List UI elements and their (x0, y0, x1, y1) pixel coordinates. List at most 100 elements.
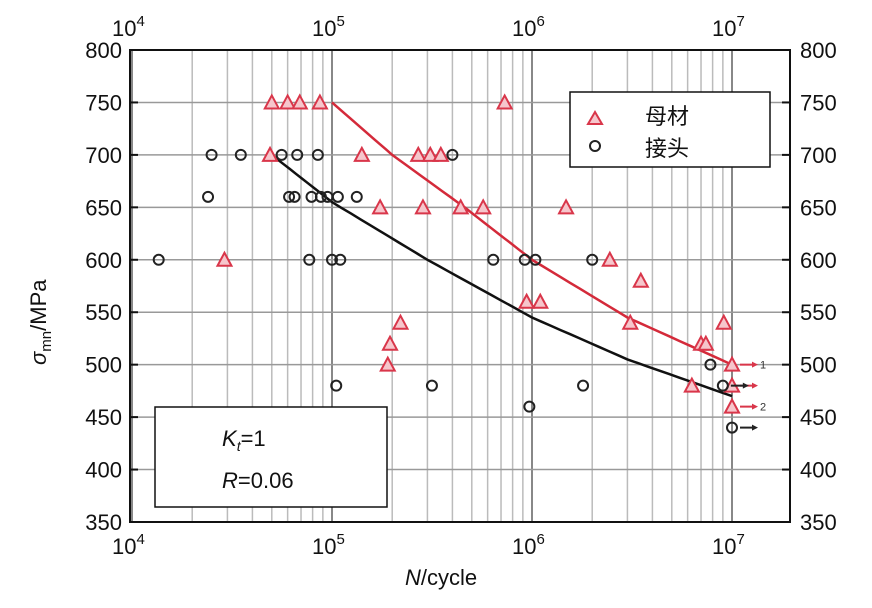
runout-point-joint (726, 421, 738, 434)
y-tick-label-right: 450 (800, 405, 837, 430)
legend-circle-marker (589, 140, 601, 152)
point-joint (704, 358, 717, 371)
point-joint (303, 253, 316, 266)
y-tick-label-left: 600 (85, 248, 122, 273)
point-base (379, 355, 397, 372)
point-base (621, 313, 639, 330)
x-tick-label-bottom: 107 (712, 531, 745, 559)
point-base (715, 313, 733, 330)
legend-box (569, 91, 771, 168)
y-tick-label-left: 650 (85, 195, 122, 220)
y-tick-label-left: 750 (85, 90, 122, 115)
x-tick-label-top: 107 (712, 13, 745, 41)
runout-point-base (723, 355, 741, 372)
point-joint (446, 148, 459, 161)
point-base (261, 145, 279, 162)
annotation-box: Kt=1 R=0.06 (154, 406, 388, 508)
y-tick-label-right: 550 (800, 300, 837, 325)
point-base (474, 198, 492, 215)
point-joint (314, 190, 327, 203)
point-joint (529, 253, 542, 266)
point-base (432, 145, 450, 162)
fit-curves (271, 101, 733, 398)
data-points: 12 (152, 93, 766, 434)
y-tick-label-right: 650 (800, 195, 837, 220)
point-base (291, 93, 309, 110)
point-base (421, 145, 439, 162)
runout-arrowhead (752, 382, 758, 389)
y-tick-label-left: 700 (85, 143, 122, 168)
plot-frame (129, 49, 791, 523)
y-axis-label: σmn/MPa (26, 279, 55, 365)
point-base (414, 198, 432, 215)
runout-arrowhead (752, 403, 758, 410)
fit-curve-joint (271, 153, 733, 398)
point-joint (202, 190, 215, 203)
runout-arrowhead (742, 382, 749, 389)
point-joint (205, 148, 218, 161)
y-tick-label-right: 750 (800, 90, 837, 115)
x-axis-label: N/cycle (405, 565, 477, 590)
point-joint (275, 148, 288, 161)
y-tick-label-left: 800 (85, 38, 122, 63)
y-tick-label-left: 450 (85, 405, 122, 430)
point-joint (331, 190, 344, 203)
kt-label: Kt=1 (222, 426, 266, 454)
point-base (452, 198, 470, 215)
runout-label: 2 (760, 402, 766, 414)
x-tick-label-bottom: 104 (112, 531, 145, 559)
y-tick-label-left: 350 (85, 510, 122, 535)
point-joint (334, 253, 347, 266)
point-base (495, 93, 514, 110)
point-joint (577, 379, 590, 392)
point-base (531, 292, 549, 309)
legend-label-base: 母材 (645, 104, 689, 129)
y-tick-label-right: 500 (800, 353, 837, 378)
x-tick-label-top: 105 (312, 13, 345, 41)
r-label: R=0.06 (222, 468, 294, 493)
point-base (215, 250, 234, 267)
point-joint (311, 148, 324, 161)
legend-label-joint: 接头 (645, 136, 689, 161)
point-base (263, 93, 281, 110)
point-base (517, 292, 536, 309)
y-tick-label-right: 600 (800, 248, 837, 273)
axis-ticks: 350 350 400 400 450 450 500 500 550 550 600 600 650 6… (85, 13, 836, 559)
x-tick-label-top: 104 (112, 13, 145, 41)
point-base (697, 334, 715, 351)
x-tick-label-bottom: 106 (512, 531, 545, 559)
point-joint (487, 253, 500, 266)
point-joint (330, 379, 343, 392)
runout-point-base (723, 397, 741, 414)
runout-label: 1 (760, 360, 766, 372)
point-joint (586, 253, 599, 266)
point-joint (288, 190, 301, 203)
legend-triangle-marker (586, 110, 604, 125)
point-joint (425, 379, 438, 392)
y-tick-label-left: 500 (85, 353, 122, 378)
y-tick-label-left: 550 (85, 300, 122, 325)
runout-arrowhead (752, 361, 758, 368)
legend: 母材 接头 (569, 91, 771, 168)
point-joint (283, 190, 296, 203)
point-base (278, 93, 297, 110)
runout-point-joint (716, 379, 729, 392)
y-tick-label-left: 400 (85, 458, 122, 483)
point-base (683, 376, 701, 393)
y-tick-label-right: 700 (800, 143, 837, 168)
point-base (557, 198, 575, 215)
point-base (409, 145, 427, 162)
point-joint (291, 148, 304, 161)
point-joint (350, 190, 363, 203)
x-tick-label-top: 106 (512, 13, 545, 41)
point-base (353, 145, 371, 162)
point-joint (523, 400, 536, 413)
point-base (311, 93, 329, 110)
point-base (381, 334, 399, 351)
point-base (632, 271, 650, 288)
y-tick-label-right: 350 (800, 510, 837, 535)
runout-arrowhead (752, 424, 758, 431)
y-tick-label-right: 800 (800, 38, 837, 63)
point-base (371, 198, 389, 215)
